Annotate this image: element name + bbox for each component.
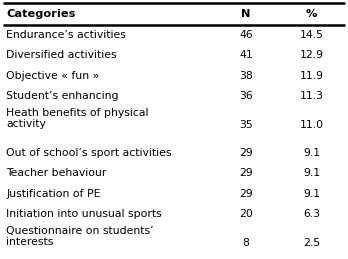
Text: 29: 29	[239, 148, 253, 158]
Text: 9.1: 9.1	[303, 169, 320, 178]
Text: 2.5: 2.5	[303, 238, 320, 248]
Text: 29: 29	[239, 169, 253, 178]
Text: %: %	[306, 9, 317, 19]
Text: 6.3: 6.3	[303, 209, 320, 219]
Text: Objective « fun »: Objective « fun »	[6, 70, 99, 81]
Text: 46: 46	[239, 30, 253, 40]
Text: Diversified activities: Diversified activities	[6, 51, 117, 60]
Text: 11.0: 11.0	[300, 119, 324, 130]
Text: 11.3: 11.3	[300, 91, 324, 101]
Text: 9.1: 9.1	[303, 189, 320, 199]
Text: Heath benefits of physical
activity: Heath benefits of physical activity	[6, 108, 149, 130]
Text: 41: 41	[239, 51, 253, 60]
Text: 8: 8	[243, 238, 249, 248]
Text: 35: 35	[239, 119, 253, 130]
Text: Categories: Categories	[6, 9, 76, 19]
Text: 12.9: 12.9	[300, 51, 324, 60]
Text: N: N	[241, 9, 251, 19]
Text: Out of school’s sport activities: Out of school’s sport activities	[6, 148, 172, 158]
Text: 29: 29	[239, 189, 253, 199]
Text: Initiation into unusual sports: Initiation into unusual sports	[6, 209, 162, 219]
Text: Justification of PE: Justification of PE	[6, 189, 101, 199]
Text: 9.1: 9.1	[303, 148, 320, 158]
Text: Questionnaire on students’
interests: Questionnaire on students’ interests	[6, 226, 153, 247]
Text: Endurance’s activities: Endurance’s activities	[6, 30, 126, 40]
Text: Student’s enhancing: Student’s enhancing	[6, 91, 119, 101]
Text: 11.9: 11.9	[300, 70, 324, 81]
Text: 20: 20	[239, 209, 253, 219]
Text: 14.5: 14.5	[300, 30, 324, 40]
Text: Teacher behaviour: Teacher behaviour	[6, 169, 106, 178]
Text: 36: 36	[239, 91, 253, 101]
Text: 38: 38	[239, 70, 253, 81]
